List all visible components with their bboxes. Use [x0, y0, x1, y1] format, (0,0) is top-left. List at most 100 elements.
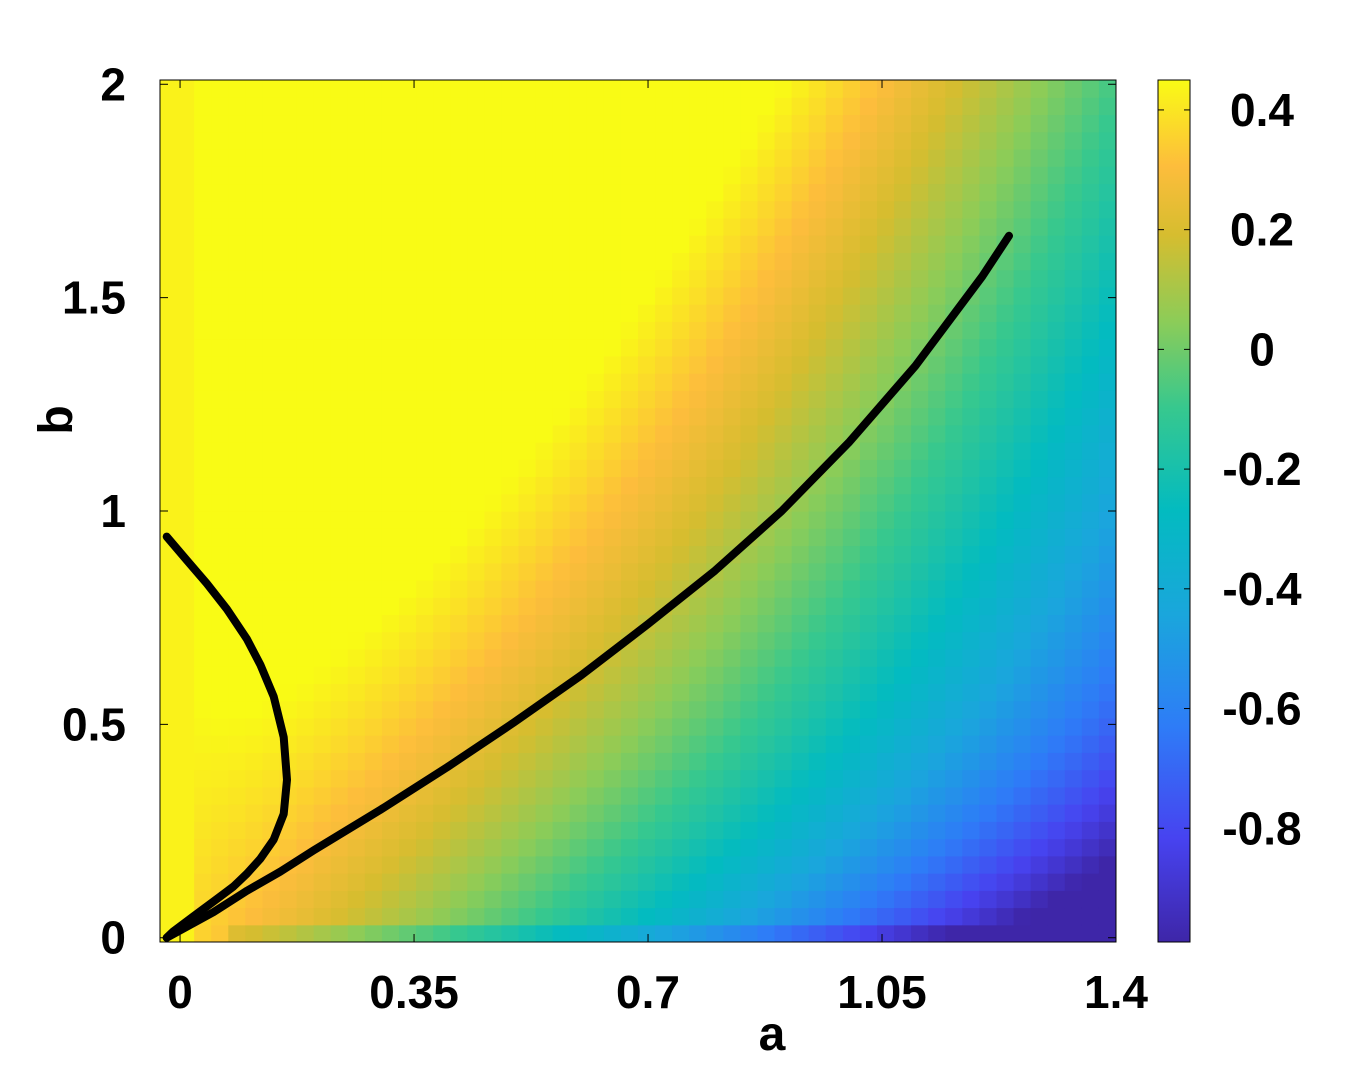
heatmap-cell	[535, 355, 554, 374]
heatmap-cell	[279, 924, 298, 942]
heatmap-cell	[296, 562, 315, 581]
heatmap-cell	[672, 666, 690, 684]
heatmap-cell	[979, 786, 998, 805]
heatmap-cell	[911, 648, 929, 667]
heatmap-cell	[842, 148, 861, 167]
heatmap-cell	[296, 890, 315, 909]
heatmap-cell	[894, 545, 912, 564]
heatmap-cell	[603, 683, 622, 702]
heatmap-cell	[859, 821, 878, 840]
heatmap-cell	[194, 235, 212, 253]
heatmap-cell	[194, 855, 212, 874]
heatmap-cell	[1064, 217, 1083, 236]
heatmap-cell	[228, 407, 246, 426]
heatmap-cell	[928, 752, 946, 771]
heatmap-cell	[245, 907, 264, 926]
heatmap-cell	[1047, 752, 1066, 771]
heatmap-cell	[569, 424, 588, 443]
heatmap-cell	[416, 407, 434, 426]
heatmap-cell	[569, 321, 588, 340]
heatmap-cell	[381, 407, 400, 426]
heatmap-cell	[518, 148, 537, 167]
heatmap-cell	[262, 338, 281, 357]
heatmap-cell	[296, 304, 315, 322]
heatmap-cell	[552, 148, 571, 167]
heatmap-cell	[740, 890, 759, 909]
heatmap-cell	[603, 459, 622, 478]
heatmap-cell	[603, 80, 622, 98]
heatmap-cell	[672, 321, 690, 340]
heatmap-cell	[569, 80, 588, 98]
heatmap-cell	[211, 666, 229, 684]
heatmap-cell	[757, 235, 776, 253]
heatmap-cell	[808, 597, 827, 616]
heatmap-cell	[313, 97, 332, 116]
heatmap-cell	[1081, 407, 1100, 426]
heatmap-cell	[620, 735, 639, 753]
heatmap-cell	[416, 131, 434, 150]
heatmap-cell	[1030, 838, 1049, 857]
heatmap-cell	[211, 545, 229, 564]
heatmap-cell	[928, 648, 946, 667]
heatmap-cell	[1030, 821, 1049, 840]
heatmap-cell	[979, 442, 998, 460]
heatmap-cell	[638, 648, 656, 667]
heatmap-cell	[467, 769, 485, 788]
heatmap-cell	[399, 235, 417, 253]
heatmap-cell	[911, 838, 929, 857]
heatmap-cell	[825, 735, 844, 753]
heatmap-cell	[1030, 355, 1049, 374]
heatmap-cell	[757, 373, 776, 391]
heatmap-cell	[723, 786, 742, 805]
heatmap-cell	[620, 373, 639, 391]
heatmap-cell	[586, 855, 605, 874]
heatmap-cell	[979, 666, 998, 684]
heatmap-cell	[962, 459, 981, 478]
heatmap-cell	[467, 907, 485, 926]
heatmap-cell	[296, 183, 315, 202]
heatmap-cell	[603, 562, 622, 581]
heatmap-cell	[1081, 545, 1100, 564]
heatmap-cell	[1047, 80, 1066, 98]
heatmap-cell	[177, 476, 195, 495]
heatmap-cell	[1013, 597, 1032, 616]
heatmap-cell	[774, 407, 793, 426]
heatmap-cell	[364, 131, 383, 150]
heatmap-cell	[467, 821, 485, 840]
heatmap-cell	[330, 252, 349, 271]
heatmap-cell	[859, 735, 878, 753]
heatmap-cell	[740, 407, 759, 426]
heatmap-cell	[518, 717, 537, 736]
heatmap-cell	[467, 148, 485, 167]
heatmap-cell	[433, 407, 451, 426]
heatmap-cell	[279, 321, 298, 340]
heatmap-cell	[877, 631, 895, 650]
heatmap-cell	[655, 545, 673, 564]
heatmap-cell	[1030, 131, 1049, 150]
heatmap-cell	[569, 286, 588, 305]
heatmap-cell	[740, 493, 759, 512]
heatmap-cell	[399, 838, 417, 857]
heatmap-cell	[928, 114, 946, 133]
heatmap-cell	[347, 597, 366, 616]
heatmap-cell	[484, 80, 503, 98]
heatmap-cell	[381, 338, 400, 357]
heatmap-cell	[313, 683, 332, 702]
heatmap-cell	[330, 545, 349, 564]
heatmap-cell	[194, 166, 212, 185]
heatmap-cell	[655, 579, 673, 598]
heatmap-cell	[160, 304, 178, 322]
heatmap-cell	[569, 545, 588, 564]
heatmap-cell	[450, 614, 468, 633]
heatmap-cell	[979, 493, 998, 512]
heatmap-cell	[655, 907, 673, 926]
heatmap-cell	[723, 838, 742, 857]
heatmap-cell	[689, 114, 707, 133]
heatmap-cell	[638, 821, 656, 840]
heatmap-cell	[877, 131, 895, 150]
heatmap-cell	[484, 373, 503, 391]
heatmap-cell	[706, 373, 724, 391]
heatmap-cell	[1081, 235, 1100, 253]
y-tick-label: 1	[100, 485, 126, 537]
heatmap-cell	[1064, 235, 1083, 253]
